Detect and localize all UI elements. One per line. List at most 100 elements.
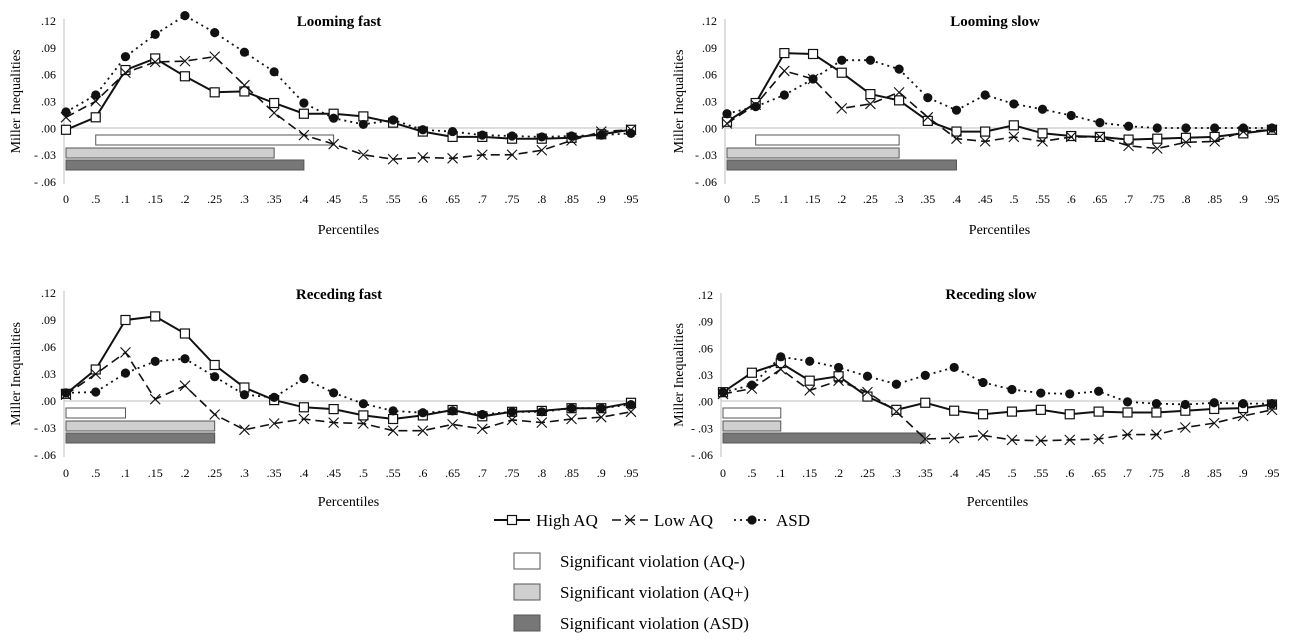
high-aq-point: [269, 97, 280, 109]
high-aq-point: [977, 409, 989, 420]
significance-legend: Significant violation (AQ-) Significant v…: [513, 552, 749, 633]
x-tick-label: .35: [267, 192, 282, 206]
high-aq-point: [179, 328, 191, 339]
x-tick-label: .85: [1207, 466, 1222, 480]
x-tick-label: .45: [326, 192, 341, 206]
asd-point: [507, 131, 517, 141]
asd-point: [1267, 399, 1277, 409]
y-tick-label: .03: [41, 367, 56, 381]
high-aq-point: [1064, 409, 1075, 420]
significance-bar-aqplus: [65, 147, 275, 159]
x-tick-label: .3: [240, 466, 249, 480]
asd-point: [120, 368, 131, 378]
x-tick-label: .55: [1033, 466, 1048, 480]
low-aq-point: [447, 152, 458, 164]
x-tick-label: .6: [1065, 466, 1074, 480]
high-aq-point: [951, 126, 962, 137]
asd-point: [299, 373, 309, 384]
low-aq-point: [1093, 433, 1105, 445]
asd-point: [537, 407, 547, 417]
low-aq-point: [1180, 136, 1192, 148]
asd-point: [1123, 121, 1134, 131]
low-aq-point: [836, 102, 848, 114]
x-tick-label: .6: [418, 466, 427, 480]
y-tick-label: .06: [41, 68, 56, 82]
low-aq-point: [476, 423, 488, 435]
high-aq-point: [90, 112, 101, 123]
asd-point: [358, 399, 368, 409]
low-aq-point: [298, 413, 310, 425]
significance-bar-asd: [65, 432, 216, 444]
series-high-aq: [60, 311, 637, 425]
asd-point: [1122, 397, 1133, 407]
low-aq-point: [179, 380, 191, 392]
x-tick-label: .3: [895, 192, 904, 206]
significance-bar-aqplus: [726, 147, 900, 159]
x-axis-label: Percentiles: [318, 223, 379, 238]
x-tick-label: .65: [1092, 192, 1107, 206]
series-high-aq: [60, 53, 637, 144]
x-tick-label: .3: [240, 192, 249, 206]
y-tick-label: .00: [702, 121, 717, 135]
x-tick-label: .8: [537, 192, 546, 206]
asd-point: [91, 387, 101, 397]
significance-bar-aqminus: [65, 407, 126, 419]
low-aq-point: [387, 425, 399, 437]
low-aq-point: [977, 430, 989, 441]
low-aq-point: [566, 413, 577, 425]
low-aq-point: [1209, 135, 1221, 147]
high-aq-point: [804, 375, 815, 386]
high-aq-point: [836, 67, 847, 78]
x-tick-label: .85: [564, 192, 579, 206]
panel-looming-slow: .12 .09 .06 .03 .00 - .03 - .06 0 .5 .1 .15 .2 .25 .3…: [672, 14, 1280, 238]
asd-point: [150, 29, 160, 39]
low-aq-point: [268, 418, 280, 429]
asd-point: [718, 387, 728, 397]
x-tick-label: .15: [148, 192, 163, 206]
asd-point: [779, 90, 789, 100]
high-aq-point: [807, 48, 819, 60]
low-aq-point: [625, 406, 637, 418]
low-aq-point: [179, 55, 191, 67]
high-aq-point: [1122, 407, 1133, 418]
significance-bar-asd: [726, 159, 957, 171]
high-aq-point: [980, 126, 991, 137]
low-aq-point: [536, 417, 548, 428]
low-aq-point: [328, 138, 340, 150]
x-tick-label: .95: [1265, 192, 1280, 206]
low-aq-point: [149, 56, 161, 68]
high-aq-point: [865, 89, 876, 100]
high-aq-point: [862, 391, 873, 402]
asd-point: [776, 352, 786, 362]
y-tick-label: .00: [41, 121, 56, 135]
low-aq-point: [865, 98, 876, 110]
x-tick-label: .5: [751, 192, 760, 206]
legend-bar-label: Significant violation (AQ+): [560, 583, 749, 602]
series-line: [65, 57, 632, 140]
high-aq-point: [1152, 133, 1163, 144]
x-axis-label: Percentiles: [318, 495, 379, 510]
x-tick-label: .5: [359, 192, 368, 206]
low-aq-point: [1064, 434, 1076, 446]
asd-point: [751, 102, 761, 112]
x-tick-label: .65: [445, 466, 460, 480]
low-aq-point: [298, 129, 310, 141]
asd-point: [388, 406, 398, 416]
low-aq-point: [775, 363, 787, 375]
x-tick-label: .2: [834, 466, 843, 480]
x-tick-label: 0: [720, 466, 726, 480]
asd-point: [923, 93, 933, 103]
x-tick-label: .5: [1009, 192, 1018, 206]
significance-bar-aqplus: [65, 420, 216, 432]
x-tick-label: .1: [121, 466, 130, 480]
x-tick-label: .8: [537, 466, 546, 480]
asd-point: [1180, 399, 1190, 410]
low-aq-point: [239, 79, 250, 91]
x-tick-label: .25: [863, 192, 878, 206]
x-tick-label: .15: [806, 192, 821, 206]
series-asd: [718, 352, 1277, 410]
legend-label: High AQ: [536, 511, 598, 530]
panel-receding-fast: .12 .09 .06 .03 .00 - .03 - .06 0 .5 .1 .15 .2 .25 .3…: [9, 286, 639, 510]
asd-point: [358, 119, 368, 130]
